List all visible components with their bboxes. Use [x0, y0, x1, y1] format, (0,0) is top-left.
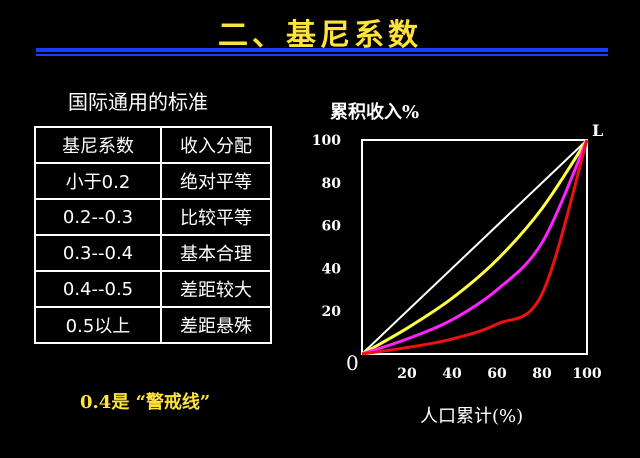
- title-underline-thin: [36, 54, 608, 56]
- table-caption: 国际通用的标准: [68, 90, 208, 114]
- y-tick-label: 60: [322, 219, 342, 235]
- header-distribution: 收入分配: [160, 126, 272, 164]
- lorenz-curves: [361, 139, 589, 356]
- gini-range: 小于0.2: [34, 162, 162, 200]
- lorenz-curve-1: [361, 139, 589, 356]
- distribution-level: 绝对平等: [160, 162, 272, 200]
- x-tick-label: 20: [397, 366, 417, 382]
- origin-label: 0: [346, 351, 359, 375]
- gini-range: 0.2--0.3: [34, 198, 162, 236]
- y-tick-label: 100: [312, 133, 341, 149]
- lorenz-curve-0: [361, 139, 588, 355]
- equality-point-label: L: [592, 121, 603, 140]
- table-header-row: 基尼系数 收入分配: [34, 126, 272, 164]
- table-row: 0.3--0.4 基本合理: [34, 234, 272, 272]
- gini-range: 0.3--0.4: [34, 234, 162, 272]
- x-tick-label: 100: [572, 366, 601, 382]
- y-axis-title: 累积收入%: [330, 101, 419, 123]
- y-tick-label: 80: [322, 176, 342, 192]
- table-row: 0.2--0.3 比较平等: [34, 198, 272, 236]
- table-row: 小于0.2 绝对平等: [34, 162, 272, 200]
- table-row: 0.5以上 差距悬殊: [34, 306, 272, 344]
- header-gini: 基尼系数: [34, 126, 162, 164]
- y-tick-label: 20: [322, 304, 342, 320]
- title-underline: [36, 48, 608, 52]
- x-tick-label: 80: [532, 366, 552, 382]
- lorenz-curve-3: [361, 139, 589, 356]
- table-row: 0.4--0.5 差距较大: [34, 270, 272, 308]
- plot-frame: [361, 139, 588, 355]
- x-tick-labels: 20 40 60 80 100: [397, 366, 602, 382]
- y-tick-labels: 20 40 60 80 100: [312, 133, 341, 320]
- slide-title: 二、基尼系数: [218, 18, 422, 53]
- x-tick-label: 60: [487, 366, 507, 382]
- distribution-level: 差距悬殊: [160, 306, 272, 344]
- gini-standard-table: 基尼系数 收入分配 小于0.2 绝对平等 0.2--0.3 比较平等 0.3--…: [34, 126, 272, 344]
- x-axis-title: 人口累计(%): [420, 406, 523, 427]
- y-tick-label: 40: [322, 261, 342, 277]
- distribution-level: 基本合理: [160, 234, 272, 272]
- lorenz-chart: 累积收入% 20 40 60 80 100 20 40 60 80 100 0 L 人口累计(%…: [312, 101, 603, 427]
- lorenz-curve-2: [361, 139, 589, 356]
- gini-range: 0.4--0.5: [34, 270, 162, 308]
- distribution-level: 差距较大: [160, 270, 272, 308]
- warning-line-note: 0.4是 “警戒线”: [80, 392, 211, 413]
- x-tick-label: 40: [442, 366, 462, 382]
- gini-range: 0.5以上: [34, 306, 162, 344]
- distribution-level: 比较平等: [160, 198, 272, 236]
